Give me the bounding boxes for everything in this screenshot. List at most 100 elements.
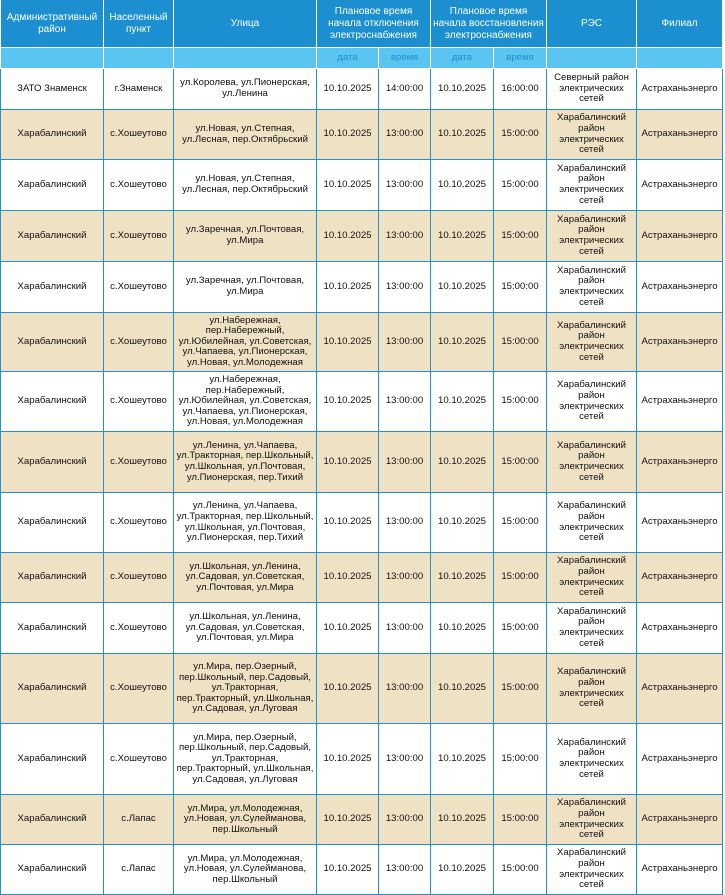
cell-locality: с.Хошеутово (103, 312, 174, 372)
cell-street: ул.Новая, ул.Степная, ул.Лесная, пер.Окт… (173, 109, 317, 160)
cell-on-date: 10.10.2025 (430, 431, 494, 493)
cell-on-date: 10.10.2025 (430, 844, 494, 895)
cell-branch: Астраханьэнерго (636, 552, 723, 603)
cell-on-date: 10.10.2025 (430, 723, 494, 795)
cell-off-date: 10.10.2025 (316, 109, 379, 160)
header-restore-time: Плановое время начала восстановления эле… (430, 0, 547, 48)
cell-off-time: 13:00:00 (378, 210, 431, 262)
cell-street: ул.Ленина, ул.Чапаева, ул.Тракторная, пе… (173, 492, 317, 553)
cell-on-time: 15:00:00 (493, 552, 547, 603)
subheader-empty (546, 47, 637, 69)
cell-on-time: 15:00:00 (493, 210, 547, 262)
table-row: Харабалинский с.Хошеутово ул.Набережная, п… (0, 312, 723, 372)
cell-res: Северный район электрических сетей (546, 68, 637, 110)
cell-district: Харабалинский (0, 844, 104, 895)
cell-off-date: 10.10.2025 (316, 602, 379, 654)
cell-on-time: 15:00:00 (493, 723, 547, 795)
table-row: Харабалинский с.Хошеутово ул.Школьная, ул.… (0, 602, 723, 654)
cell-res: Харабалинский район электрических сетей (546, 492, 637, 553)
header-district: Административный район (0, 0, 104, 48)
cell-street: ул.Заречная, ул.Почтовая, ул.Мира (173, 261, 317, 313)
cell-district: Харабалинский (0, 210, 104, 262)
cell-on-time: 15:00:00 (493, 653, 547, 724)
cell-branch: Астраханьэнерго (636, 602, 723, 654)
cell-on-time: 15:00:00 (493, 159, 547, 211)
cell-on-date: 10.10.2025 (430, 653, 494, 724)
cell-district: Харабалинский (0, 159, 104, 211)
cell-on-time: 16:00:00 (493, 68, 547, 110)
cell-branch: Астраханьэнерго (636, 68, 723, 110)
cell-off-time: 13:00:00 (378, 602, 431, 654)
cell-off-date: 10.10.2025 (316, 312, 379, 372)
cell-district: Харабалинский (0, 371, 104, 432)
cell-on-date: 10.10.2025 (430, 210, 494, 262)
table-row: Харабалинский с.Хошеутово ул.Мира, пер.Озе… (0, 653, 723, 724)
cell-branch: Астраханьэнерго (636, 159, 723, 211)
cell-off-date: 10.10.2025 (316, 552, 379, 603)
subheader-off-date: дата (316, 47, 379, 69)
cell-off-date: 10.10.2025 (316, 653, 379, 724)
cell-district: Харабалинский (0, 109, 104, 160)
cell-branch: Астраханьэнерго (636, 653, 723, 724)
cell-branch: Астраханьэнерго (636, 794, 723, 845)
cell-street: ул.Мира, пер.Озерный, пер.Школьный, пер.… (173, 723, 317, 795)
cell-on-date: 10.10.2025 (430, 261, 494, 313)
cell-district: Харабалинский (0, 431, 104, 493)
cell-branch: Астраханьэнерго (636, 492, 723, 553)
cell-on-date: 10.10.2025 (430, 602, 494, 654)
cell-locality: с.Хошеутово (103, 159, 174, 211)
cell-branch: Астраханьэнерго (636, 261, 723, 313)
cell-branch: Астраханьэнерго (636, 109, 723, 160)
cell-locality: с.Хошеутово (103, 653, 174, 724)
cell-branch: Астраханьэнерго (636, 844, 723, 895)
cell-on-time: 15:00:00 (493, 371, 547, 432)
cell-on-date: 10.10.2025 (430, 552, 494, 603)
cell-off-time: 13:00:00 (378, 844, 431, 895)
cell-on-date: 10.10.2025 (430, 492, 494, 553)
cell-branch: Астраханьэнерго (636, 312, 723, 372)
cell-off-date: 10.10.2025 (316, 371, 379, 432)
cell-res: Харабалинский район электрических сетей (546, 552, 637, 603)
cell-res: Харабалинский район электрических сетей (546, 723, 637, 795)
cell-res: Харабалинский район электрических сетей (546, 602, 637, 654)
cell-locality: с.Хошеутово (103, 109, 174, 160)
table-row: Харабалинский с.Хошеутово ул.Новая, ул.Сте… (0, 109, 723, 160)
cell-branch: Астраханьэнерго (636, 210, 723, 262)
cell-locality: с.Хошеутово (103, 210, 174, 262)
table-row: Харабалинский с.Хошеутово ул.Ленина, ул.Ча… (0, 431, 723, 493)
cell-street: ул.Мира, ул.Молодежная, ул.Новая, ул.Сул… (173, 844, 317, 895)
cell-off-time: 14:00:00 (378, 68, 431, 110)
table-row: Харабалинский с.Хошеутово ул.Школьная, ул.… (0, 552, 723, 603)
cell-street: ул.Мира, пер.Озерный, пер.Школьный, пер.… (173, 653, 317, 724)
cell-on-date: 10.10.2025 (430, 109, 494, 160)
cell-on-time: 15:00:00 (493, 844, 547, 895)
cell-locality: с.Хошеутово (103, 371, 174, 432)
table-row: Харабалинский с.Хошеутово ул.Заречная, ул.… (0, 210, 723, 262)
cell-off-time: 13:00:00 (378, 552, 431, 603)
cell-district: Харабалинский (0, 492, 104, 553)
cell-res: Харабалинский район электрических сетей (546, 210, 637, 262)
cell-district: ЗАТО Знаменск (0, 68, 104, 110)
table-row: Харабалинский с.Хошеутово ул.Мира, пер.Озе… (0, 723, 723, 795)
header-res: РЭС (546, 0, 637, 48)
subheader-empty (173, 47, 317, 69)
table-row: Харабалинский с.Лапас ул.Мира, ул.Молодежн… (0, 794, 723, 845)
cell-on-time: 15:00:00 (493, 109, 547, 160)
cell-street: ул.Королева, ул.Пионерская, ул.Ленина (173, 68, 317, 110)
cell-res: Харабалинский район электрических сетей (546, 371, 637, 432)
cell-branch: Астраханьэнерго (636, 431, 723, 493)
cell-street: ул.Школьная, ул.Ленина, ул.Садовая, ул.С… (173, 602, 317, 654)
cell-res: Харабалинский район электрических сетей (546, 844, 637, 895)
cell-off-time: 13:00:00 (378, 109, 431, 160)
cell-locality: с.Хошеутово (103, 261, 174, 313)
cell-street: ул.Набережная, пер.Набережный, ул.Юбилей… (173, 371, 317, 432)
cell-off-time: 13:00:00 (378, 261, 431, 313)
cell-off-time: 13:00:00 (378, 431, 431, 493)
cell-res: Харабалинский район электрических сетей (546, 653, 637, 724)
header-branch: Филиал (636, 0, 723, 48)
cell-district: Харабалинский (0, 653, 104, 724)
subheader-on-date: дата (430, 47, 494, 69)
cell-on-date: 10.10.2025 (430, 159, 494, 211)
subheader-row: дата время дата время (0, 47, 723, 69)
